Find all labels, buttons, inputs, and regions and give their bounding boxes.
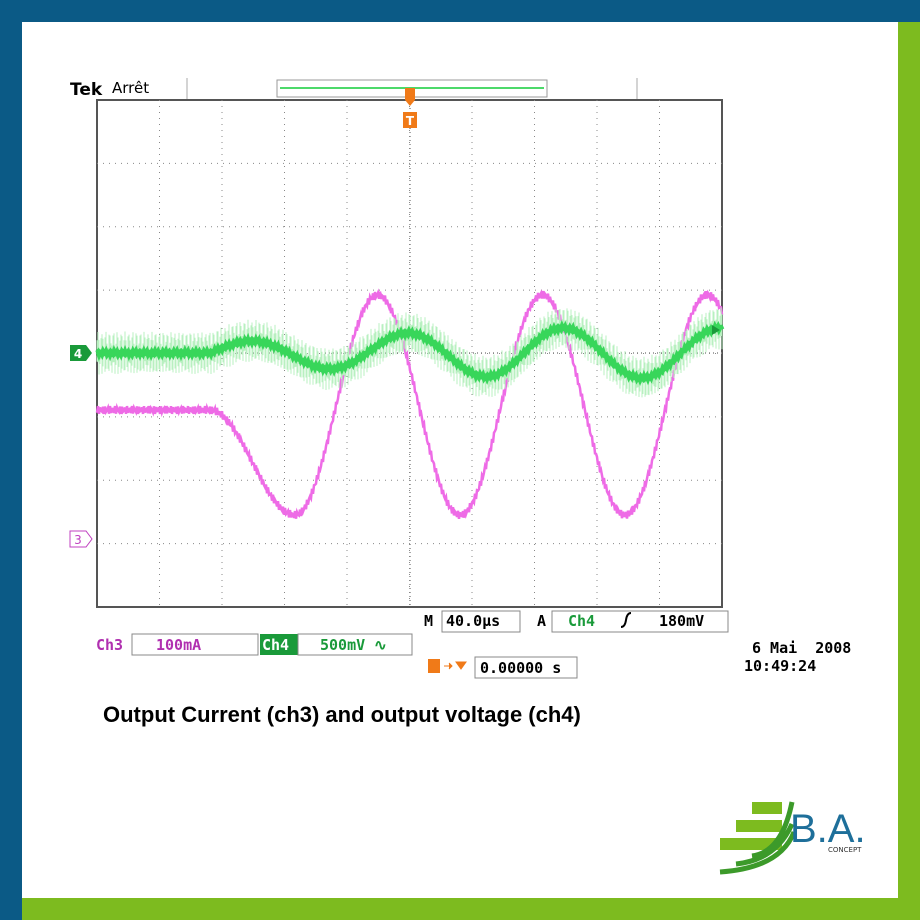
ch3-marker	[69, 530, 93, 548]
timebase-box	[441, 610, 521, 633]
trigger-position: 0.00000 s	[480, 659, 561, 677]
logo-name: B.A.	[790, 807, 866, 851]
logo-bars	[720, 802, 782, 850]
date: 6 Mai 2008	[752, 639, 851, 657]
slope-icon	[620, 612, 632, 628]
ch4-trace	[95, 320, 725, 387]
ch3-scale: 100mA	[156, 636, 201, 654]
trigger-top	[405, 88, 415, 106]
trigger-level	[712, 325, 720, 335]
ch3-label: Ch3	[96, 636, 123, 654]
trigger-marker-label: T	[406, 114, 415, 128]
timebase-value: 40.0µs	[446, 612, 500, 630]
logo-sub: CONCEPT	[828, 846, 862, 854]
trigger-pos-icon	[428, 659, 440, 673]
ch3-marker-label: 3	[74, 533, 82, 547]
trigger-pos-box	[474, 656, 578, 679]
ch3-box	[131, 633, 259, 656]
ch4-marker	[70, 345, 92, 361]
trigger-level-text: 180mV	[659, 612, 704, 630]
status: Arrêt	[112, 79, 149, 97]
trigger-box	[551, 610, 729, 633]
timebase-prefix: M	[424, 612, 433, 630]
ch4-label: Ch4	[262, 636, 289, 654]
trigger-arrow	[444, 661, 467, 670]
logo: B.A. CONCEPT	[719, 801, 866, 875]
trigger-marker	[403, 112, 417, 128]
trigger-source: Ch4	[568, 612, 595, 630]
ch3-trace	[95, 288, 724, 519]
logo-swoosh	[719, 801, 797, 875]
ch4-box	[297, 633, 413, 656]
trigger-mode: A	[537, 612, 546, 630]
ch4-marker-label: 4	[74, 347, 82, 361]
ch4-badge	[260, 634, 298, 655]
caption: Output Current (ch3) and output voltage …	[103, 702, 581, 727]
brand: Tek	[70, 80, 103, 100]
ch4-scale: 500mV ∿	[320, 636, 387, 654]
time: 10:49:24	[744, 657, 816, 675]
